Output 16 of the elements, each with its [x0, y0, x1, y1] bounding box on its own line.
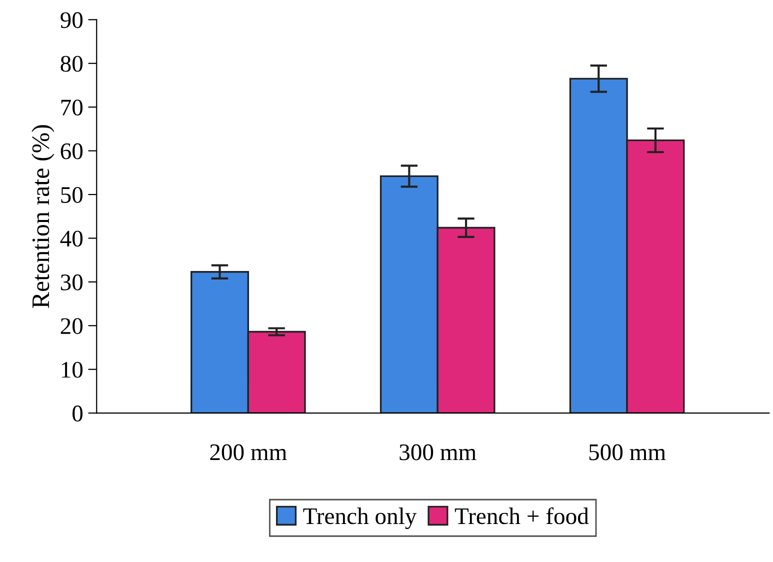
y-tick-label: 90: [60, 12, 83, 28]
y-tick-label: 30: [60, 274, 83, 290]
y-tick-label: 20: [60, 318, 83, 334]
y-tick-label: 50: [61, 187, 83, 203]
x-tick-label: 300 mm: [400, 444, 476, 460]
y-tick-label: 10: [62, 362, 83, 378]
legend-label: Trench + food: [454, 507, 589, 524]
x-tick-label: 500 mm: [589, 444, 666, 460]
y-tick-label: 40: [60, 230, 83, 247]
y-tick-label: 60: [60, 143, 83, 160]
y-tick-label: 80: [60, 56, 83, 72]
legend-label: Trench only: [303, 508, 417, 530]
y-axis-title: Retention rate (%): [32, 125, 54, 308]
y-tick-label: 70: [61, 100, 83, 116]
y-tick-label: 0: [72, 406, 83, 422]
x-tick-label: 200 mm: [210, 444, 287, 460]
